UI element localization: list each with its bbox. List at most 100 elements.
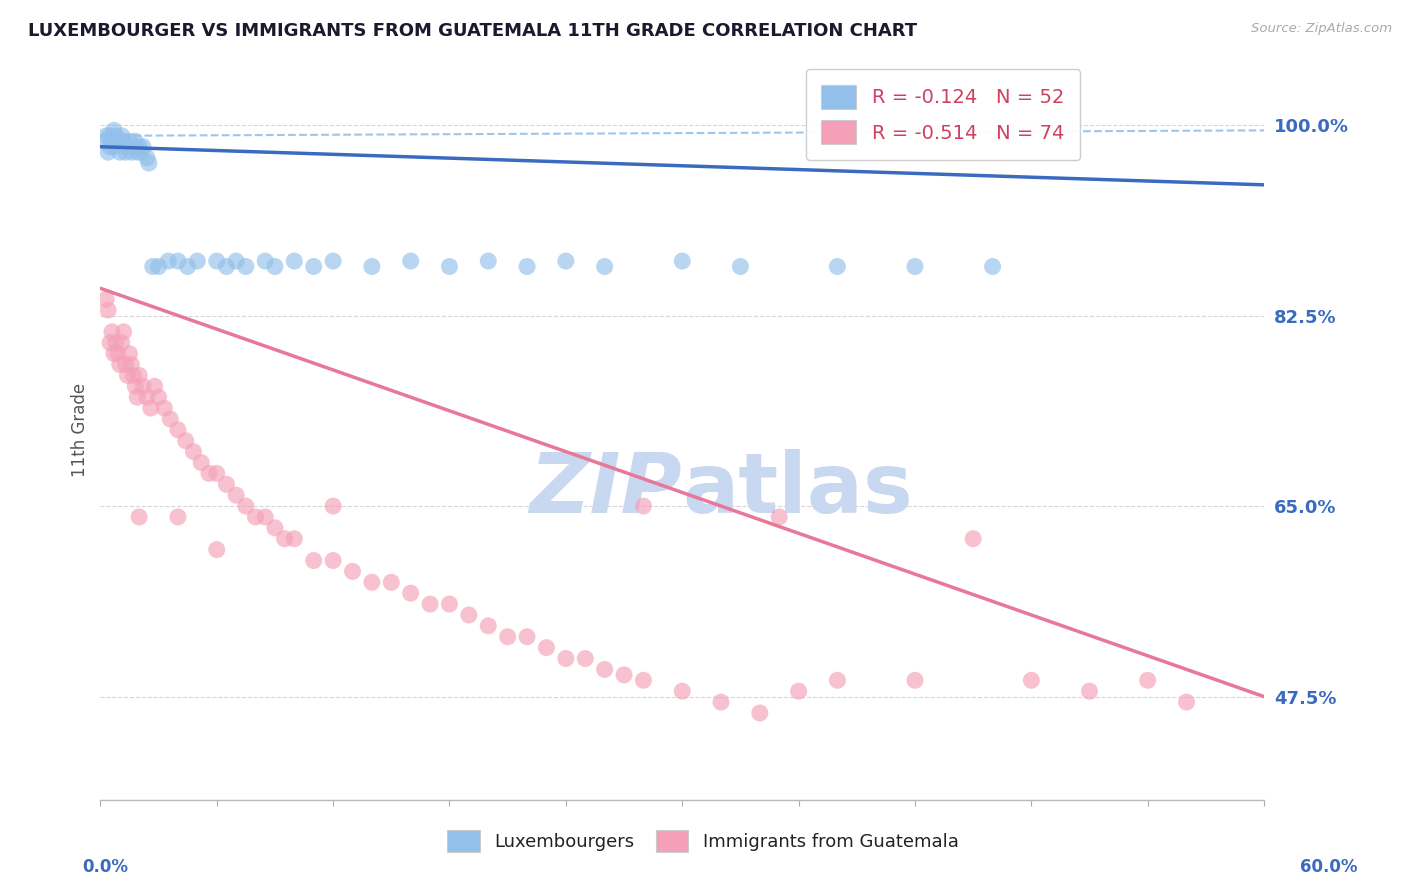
Point	[176, 260, 198, 274]
Point	[477, 254, 499, 268]
Text: 60.0%: 60.0%	[1301, 858, 1357, 876]
Legend: R = -0.124   N = 52, R = -0.514   N = 74: R = -0.124 N = 52, R = -0.514 N = 74	[806, 70, 1080, 160]
Point	[186, 254, 208, 268]
Point	[205, 542, 228, 557]
Text: Source: ZipAtlas.com: Source: ZipAtlas.com	[1251, 22, 1392, 36]
Point	[124, 134, 146, 148]
Point	[710, 695, 733, 709]
Point	[112, 325, 135, 339]
Point	[322, 254, 344, 268]
Point	[516, 260, 538, 274]
Point	[198, 467, 221, 481]
Point	[593, 662, 616, 676]
Point	[342, 565, 364, 579]
Point	[101, 134, 124, 148]
Point	[516, 630, 538, 644]
Point	[128, 510, 150, 524]
Point	[322, 499, 344, 513]
Point	[96, 128, 118, 143]
Point	[108, 145, 131, 160]
Point	[107, 134, 129, 148]
Point	[235, 499, 257, 513]
Point	[787, 684, 810, 698]
Point	[103, 139, 125, 153]
Point	[283, 532, 305, 546]
Point	[962, 532, 984, 546]
Point	[139, 401, 162, 415]
Point	[174, 434, 197, 448]
Point	[127, 145, 149, 160]
Point	[496, 630, 519, 644]
Point	[138, 156, 160, 170]
Point	[283, 254, 305, 268]
Point	[205, 254, 228, 268]
Point	[748, 706, 770, 720]
Point	[361, 575, 384, 590]
Point	[167, 254, 190, 268]
Point	[107, 346, 129, 360]
Point	[593, 260, 616, 274]
Point	[254, 254, 277, 268]
Point	[827, 260, 849, 274]
Point	[183, 444, 205, 458]
Point	[122, 139, 145, 153]
Point	[302, 260, 325, 274]
Point	[98, 335, 121, 350]
Point	[477, 619, 499, 633]
Text: LUXEMBOURGER VS IMMIGRANTS FROM GUATEMALA 11TH GRADE CORRELATION CHART: LUXEMBOURGER VS IMMIGRANTS FROM GUATEMAL…	[28, 22, 917, 40]
Point	[117, 368, 139, 383]
Point	[235, 260, 257, 274]
Point	[135, 151, 157, 165]
Point	[129, 145, 152, 160]
Point	[245, 510, 267, 524]
Point	[101, 325, 124, 339]
Text: 0.0%: 0.0%	[83, 858, 128, 876]
Point	[143, 379, 166, 393]
Y-axis label: 11th Grade: 11th Grade	[72, 383, 89, 477]
Point	[215, 260, 238, 274]
Point	[554, 254, 576, 268]
Point	[120, 358, 142, 372]
Point	[399, 586, 422, 600]
Point	[120, 145, 142, 160]
Point	[104, 335, 127, 350]
Point	[981, 260, 1004, 274]
Point	[904, 260, 927, 274]
Point	[103, 346, 125, 360]
Point	[439, 597, 461, 611]
Point	[118, 134, 141, 148]
Point	[254, 510, 277, 524]
Point	[1078, 684, 1101, 698]
Point	[104, 128, 127, 143]
Point	[457, 607, 479, 622]
Point	[225, 254, 247, 268]
Point	[112, 134, 135, 148]
Point	[380, 575, 402, 590]
Point	[167, 510, 190, 524]
Point	[128, 368, 150, 383]
Point	[827, 673, 849, 688]
Point	[1021, 673, 1043, 688]
Point	[536, 640, 558, 655]
Point	[273, 532, 295, 546]
Point	[159, 412, 181, 426]
Point	[98, 139, 121, 153]
Point	[135, 390, 157, 404]
Point	[264, 521, 287, 535]
Point	[1175, 695, 1198, 709]
Point	[439, 260, 461, 274]
Point	[768, 510, 790, 524]
Point	[730, 260, 752, 274]
Point	[904, 673, 927, 688]
Legend: Luxembourgers, Immigrants from Guatemala: Luxembourgers, Immigrants from Guatemala	[439, 821, 967, 861]
Point	[118, 346, 141, 360]
Point	[97, 145, 120, 160]
Point	[613, 668, 636, 682]
Point	[128, 139, 150, 153]
Point	[322, 553, 344, 567]
Point	[111, 128, 134, 143]
Point	[111, 335, 134, 350]
Point	[98, 128, 121, 143]
Point	[124, 379, 146, 393]
Point	[633, 499, 655, 513]
